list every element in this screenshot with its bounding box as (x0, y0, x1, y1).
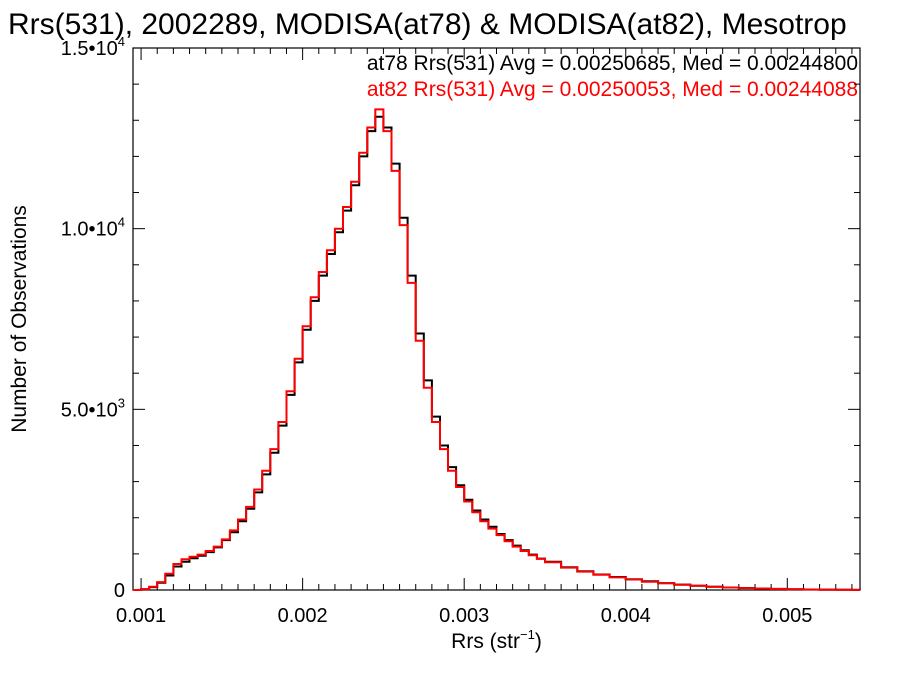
x-tick-label-2: 0.003 (439, 605, 489, 627)
series-line-2 (133, 108, 861, 591)
annotation-2: at82 Rrs(531) Avg = 0.00250053, Med = 0.… (367, 78, 858, 101)
x-tick-label-4: 0.005 (762, 605, 812, 627)
x-tick-label-1: 0.002 (278, 605, 328, 627)
chart-title: Rrs(531), 2002289, MODISA(at78) & MODISA… (8, 8, 847, 41)
plot-frame (132, 47, 861, 591)
y-tick-label-2: 1.0•104 (61, 215, 125, 241)
x-axis-label-sup: −1 (520, 627, 535, 642)
x-tick-label-3: 0.004 (601, 605, 651, 627)
series-layer (133, 108, 861, 591)
y-tick-label-1: 5.0•103 (61, 395, 125, 421)
y-axis-label: Number of Observations (8, 205, 31, 433)
x-axis: 0.001 0.002 0.003 0.004 0.005 (116, 48, 853, 627)
y-tick-label-3: 1.5•104 (61, 34, 125, 60)
y-axis: 0 5.0•103 1.0•104 1.5•104 (61, 34, 860, 602)
annotation-group: at78 Rrs(531) Avg = 0.00250685, Med = 0.… (367, 52, 858, 101)
x-axis-label: Rrs (str−1) (451, 627, 542, 653)
y-tick-label-0: 0 (114, 580, 125, 602)
annotation-1: at78 Rrs(531) Avg = 0.00250685, Med = 0.… (367, 52, 858, 75)
x-tick-label-0: 0.001 (116, 605, 166, 627)
